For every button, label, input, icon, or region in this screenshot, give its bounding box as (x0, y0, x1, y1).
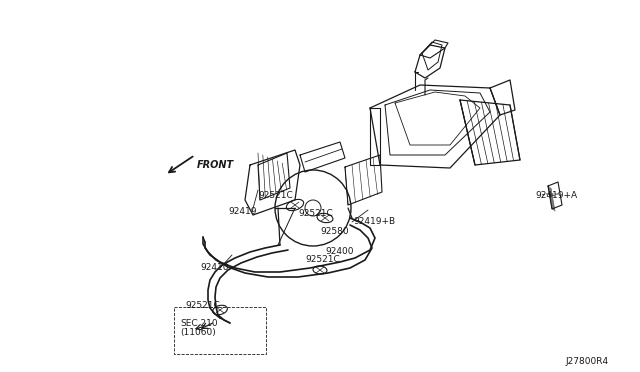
Text: 92580: 92580 (320, 228, 349, 237)
Text: 92521C: 92521C (185, 301, 220, 311)
Text: (11060): (11060) (180, 328, 216, 337)
Text: 92400: 92400 (325, 247, 353, 257)
Text: 92521C: 92521C (305, 256, 340, 264)
Text: 92410: 92410 (200, 263, 228, 273)
Text: 92419: 92419 (228, 208, 257, 217)
Text: 92521C: 92521C (298, 208, 333, 218)
Text: SEC.210: SEC.210 (180, 318, 218, 327)
Text: FRONT: FRONT (197, 160, 234, 170)
Text: 92521C: 92521C (258, 192, 292, 201)
Text: 92419+A: 92419+A (535, 192, 577, 201)
Text: J27800R4: J27800R4 (565, 357, 608, 366)
Text: 92419+B: 92419+B (353, 218, 395, 227)
